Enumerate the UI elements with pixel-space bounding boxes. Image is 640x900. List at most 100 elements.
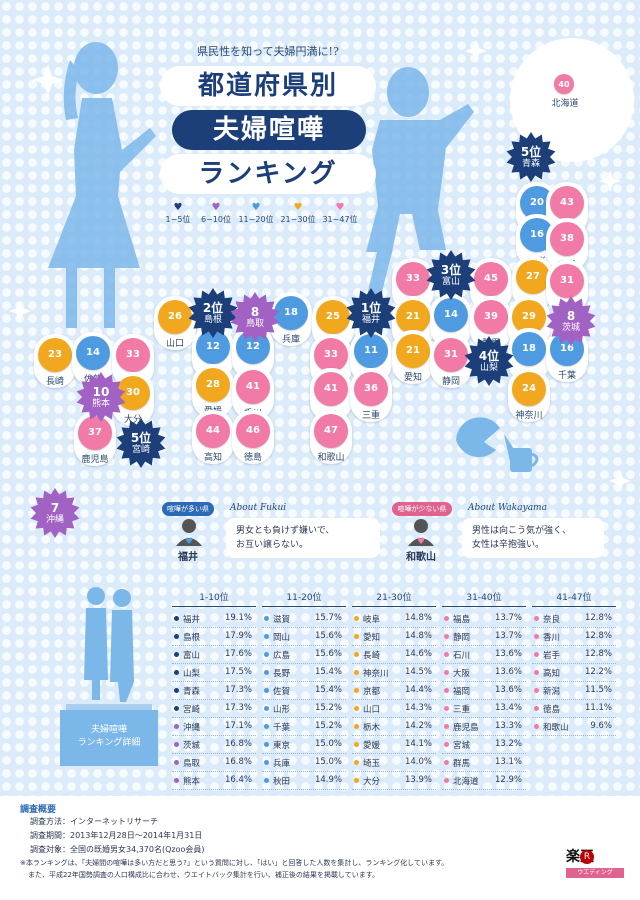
ranking-column-header: 31-40位 — [442, 590, 526, 607]
title-line-1: 都道府県別 — [160, 66, 376, 106]
pref-label-chiba: 千葉 — [557, 371, 576, 381]
badge-gifu: 21岐阜 — [396, 300, 430, 349]
ranking-value: 13.7% — [494, 613, 522, 623]
ranking-row: 高知 12.2% — [532, 664, 616, 682]
tier-dot-icon — [174, 688, 179, 693]
pref-label-oita: 大分 — [123, 415, 142, 425]
tier-dot-icon — [174, 670, 179, 675]
star-badge-yamanashi: 4位 山梨 — [464, 336, 514, 386]
tier-dot-icon — [264, 670, 269, 675]
ranking-value: 15.0% — [314, 739, 342, 749]
tier-dot-icon — [174, 616, 179, 621]
ranking-row: 和歌山 9.6% — [532, 718, 616, 736]
ranking-row: 石川 13.6% — [442, 646, 526, 664]
badge-saga: 14佐賀 — [76, 336, 110, 385]
ranking-value: 14.1% — [404, 739, 432, 749]
about-wakayama-pref: 和歌山 — [406, 552, 436, 563]
tier-dot-icon — [354, 616, 359, 621]
pref-label-yamaguchi: 山口 — [165, 339, 184, 349]
ranking-pref: 大分 — [363, 777, 381, 787]
ranking-pref: 滋賀 — [273, 615, 291, 625]
ranking-value: 9.6% — [590, 721, 612, 731]
pref-label-shizuoka: 静岡 — [441, 377, 460, 387]
about-wakayama-tag: 喧嘩が少ない県 — [392, 502, 452, 516]
ranking-pref: 愛知 — [363, 633, 381, 643]
ranking-pref: 東京 — [273, 741, 291, 751]
pref-label-kagoshima: 鹿児島 — [81, 455, 109, 465]
ranking-row: 愛知 14.8% — [352, 628, 436, 646]
badge-kyoto: 25京都 — [316, 300, 350, 349]
ranking-value: 15.2% — [314, 703, 342, 713]
pref-label-wakayama: 和歌山 — [317, 453, 345, 463]
badge-fukushima: 31福島 — [550, 264, 584, 313]
ranking-value: 14.0% — [404, 757, 432, 767]
ranking-pref: 岐阜 — [363, 615, 381, 625]
ranking-pref: 宮城 — [453, 741, 471, 751]
ranking-pref: 新潟 — [543, 687, 561, 697]
tier-dot-icon — [264, 742, 269, 747]
ranking-row: 京都 14.4% — [352, 682, 436, 700]
ranking-value: 16.8% — [224, 739, 252, 749]
star-badge-shimane: 2位 島根 — [188, 288, 238, 338]
ranking-row: 山形 15.2% — [262, 700, 346, 718]
ranking-pref: 青森 — [183, 687, 201, 697]
star-badge-fukui: 1位 福井 — [346, 288, 396, 338]
tier-dot-icon — [174, 652, 179, 657]
ranking-row: 香川 12.8% — [532, 628, 616, 646]
ranking-pref: 島根 — [183, 633, 201, 643]
cup-icon — [510, 448, 539, 472]
ranking-value: 14.9% — [314, 775, 342, 785]
tier-dot-icon — [264, 652, 269, 657]
tier-dot-icon — [264, 706, 269, 711]
badge-osaka: 33大阪 — [314, 338, 348, 387]
ranking-row: 山梨 17.5% — [172, 664, 256, 682]
ranking-value: 14.6% — [404, 649, 432, 659]
ranking-row: 島根 17.9% — [172, 628, 256, 646]
about-fukui-tag: 喧嘩が多い県 — [162, 502, 214, 516]
ranking-pref: 長野 — [273, 669, 291, 679]
heart-icon: ♥ — [335, 202, 345, 213]
ranking-value: 14.4% — [404, 685, 432, 695]
footer-method: 調査方法：インターネットリサーチ — [30, 817, 158, 826]
ranking-column: 1-10位 福井 19.1% 島根 17.9% 富山 17.6% 山梨 17.5% 青森 17.3%… — [172, 590, 256, 790]
tier-dot-icon — [534, 688, 539, 693]
ranking-row: 岩手 12.8% — [532, 646, 616, 664]
badge-ehime: 28愛媛 — [196, 368, 230, 417]
ranking-row: 大阪 13.6% — [442, 664, 526, 682]
ranking-column: 21-30位 岐阜 14.8% 愛知 14.8% 長崎 14.6% 神奈川 14.5% 京都 14.… — [352, 590, 436, 790]
svg-text:♥: ♥ — [185, 537, 193, 546]
ranking-value: 15.0% — [314, 757, 342, 767]
badge-shiga: 11滋賀 — [354, 334, 388, 383]
ranking-row: 静岡 13.7% — [442, 628, 526, 646]
ranking-row: 奈良 12.8% — [532, 610, 616, 628]
ranking-row: 福井 19.1% — [172, 610, 256, 628]
heart-icon: ♥ — [251, 202, 261, 213]
badge-gunma: 39群馬 — [474, 300, 508, 349]
ranking-row: 栃木 14.2% — [352, 718, 436, 736]
ranking-value: 17.3% — [224, 703, 252, 713]
ranking-value: 11.5% — [584, 685, 612, 695]
tier-dot-icon — [534, 706, 539, 711]
ranking-value: 11.1% — [584, 703, 612, 713]
ranking-row: 宮崎 17.3% — [172, 700, 256, 718]
pref-label-mie: 三重 — [361, 411, 380, 421]
ranking-row: 秋田 14.9% — [262, 772, 346, 790]
ranking-pref: 高知 — [543, 669, 561, 679]
ranking-row: 大分 13.9% — [352, 772, 436, 790]
legend-item-11-20: ♥ 11−20位 — [236, 202, 276, 225]
tier-dot-icon — [264, 760, 269, 765]
tier-dot-icon — [354, 670, 359, 675]
svg-text:♥: ♥ — [417, 537, 425, 546]
ranking-pref: 佐賀 — [273, 687, 291, 697]
tier-dot-icon — [444, 670, 449, 675]
ranking-column: 11-20位 滋賀 15.7% 岡山 15.6% 広島 15.6% 長野 15.4% 佐賀 15.4… — [262, 590, 346, 790]
tier-dot-icon — [444, 760, 449, 765]
star-badge-miyazaki: 5位 宮崎 — [116, 418, 166, 468]
tier-dot-icon — [444, 778, 449, 783]
ranking-column-header: 21-30位 — [352, 590, 436, 607]
ranking-value: 15.6% — [314, 649, 342, 659]
ranking-value: 15.6% — [314, 631, 342, 641]
heart-icon: ♥ — [293, 202, 303, 213]
star-badge-kumamoto: 10 熊本 — [76, 372, 126, 422]
